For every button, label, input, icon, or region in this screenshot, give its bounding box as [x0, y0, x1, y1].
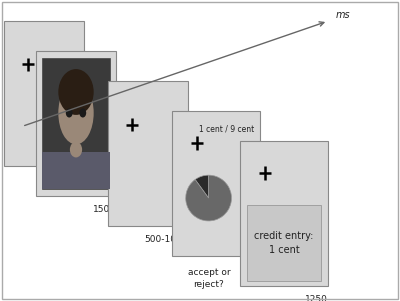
Ellipse shape — [58, 69, 94, 115]
FancyBboxPatch shape — [42, 152, 110, 189]
FancyBboxPatch shape — [4, 21, 84, 166]
Ellipse shape — [70, 142, 82, 157]
FancyBboxPatch shape — [36, 51, 116, 196]
Text: 1 cent / 9 cent: 1 cent / 9 cent — [199, 124, 254, 133]
Text: 1500: 1500 — [93, 205, 116, 214]
Wedge shape — [195, 175, 209, 198]
Ellipse shape — [79, 108, 86, 117]
Wedge shape — [186, 175, 232, 221]
Text: credit entry:
1 cent: credit entry: 1 cent — [254, 231, 314, 255]
Text: accept or
reject?: accept or reject? — [188, 268, 230, 289]
Ellipse shape — [66, 108, 73, 117]
FancyBboxPatch shape — [108, 81, 188, 226]
Text: ms: ms — [336, 10, 351, 20]
Text: 500-1000: 500-1000 — [40, 175, 84, 184]
Text: 500-1000: 500-1000 — [144, 235, 188, 244]
Text: 1250: 1250 — [305, 295, 328, 301]
FancyBboxPatch shape — [247, 205, 321, 281]
Text: 500: 500 — [243, 265, 260, 274]
FancyBboxPatch shape — [240, 141, 328, 286]
Ellipse shape — [58, 82, 94, 144]
FancyBboxPatch shape — [172, 111, 260, 256]
FancyBboxPatch shape — [42, 58, 110, 189]
